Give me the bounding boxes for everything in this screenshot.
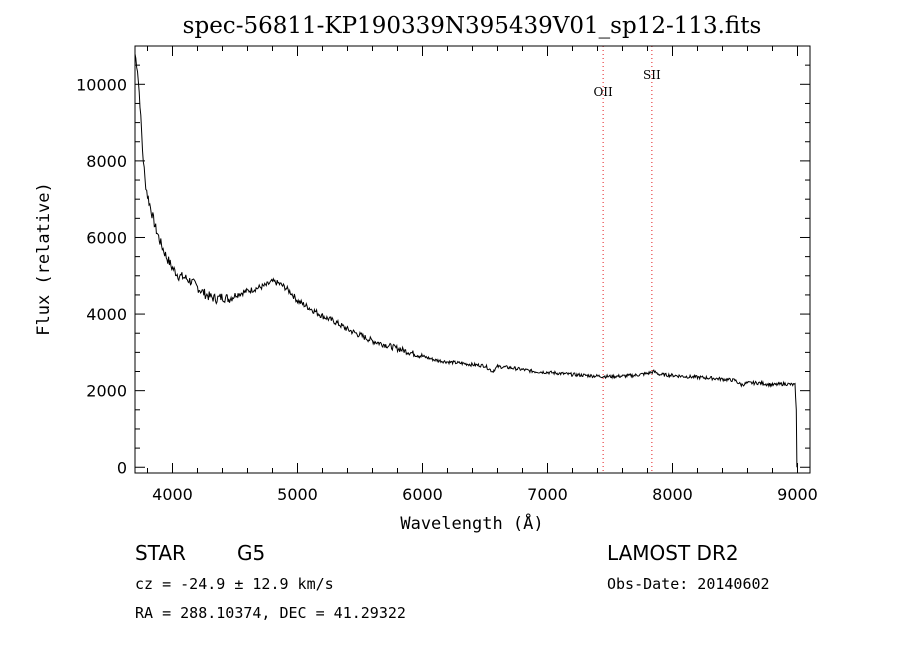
y-tick-label: 0 <box>117 458 127 477</box>
line-marker-label-sii: SII <box>643 68 661 82</box>
object-class: STAR <box>135 541 186 565</box>
y-tick-label: 2000 <box>86 382 127 401</box>
x-tick-label: 8000 <box>652 485 693 504</box>
observation-date: Obs-Date: 20140602 <box>607 575 770 593</box>
x-tick-label: 9000 <box>777 485 818 504</box>
x-tick-label: 7000 <box>527 485 568 504</box>
spectrum-line <box>134 53 798 468</box>
y-tick-label: 10000 <box>76 75 127 94</box>
y-tick-label: 4000 <box>86 305 127 324</box>
survey-name: LAMOST DR2 <box>607 541 739 565</box>
line-marker-label-oii: OII <box>593 85 613 99</box>
object-subclass: G5 <box>237 541 266 565</box>
plot-frame <box>134 45 811 474</box>
x-tick-label: 5000 <box>277 485 318 504</box>
x-tick-label: 4000 <box>152 485 193 504</box>
chart-title: spec-56811-KP190339N395439V01_sp12-113.f… <box>183 13 762 39</box>
redshift-velocity: cz = -24.9 ± 12.9 km/s <box>135 575 334 593</box>
y-axis-label: Flux (relative) <box>34 182 54 336</box>
y-tick-label: 6000 <box>86 228 127 247</box>
x-axis-label: Wavelength (Å) <box>400 512 543 534</box>
x-tick-label: 6000 <box>402 485 443 504</box>
sky-coordinates: RA = 288.10374, DEC = 41.29322 <box>135 604 406 622</box>
y-tick-label: 8000 <box>86 152 127 171</box>
